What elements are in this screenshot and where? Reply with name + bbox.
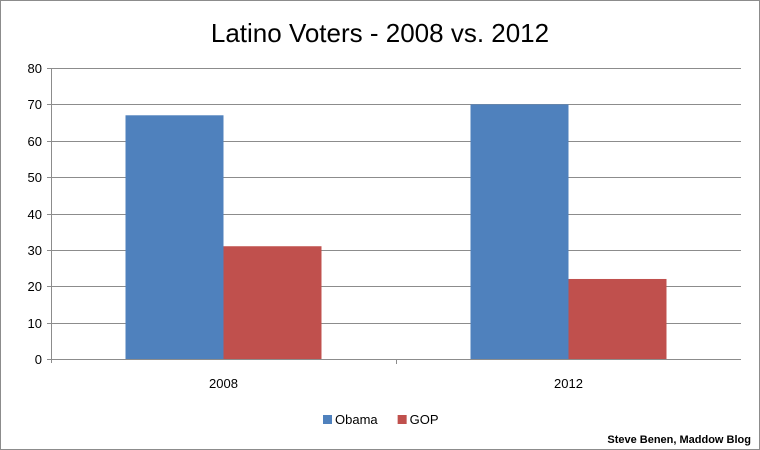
legend-swatch-obama [323, 415, 332, 424]
credit-text: Steve Benen, Maddow Blog [607, 434, 751, 446]
bar-obama-2008 [125, 115, 224, 359]
x-tick-label: 2012 [554, 376, 583, 391]
bar-gop-2008 [223, 246, 322, 359]
y-tick-label: 70 [28, 97, 42, 112]
x-axis-tick-labels: 2008 2012 [209, 376, 583, 391]
legend-swatch-gop [397, 415, 407, 424]
bars [125, 104, 667, 359]
x-tick-label: 2008 [209, 376, 238, 391]
chart-title: Latino Voters - 2008 vs. 2012 [211, 18, 549, 48]
y-tick-label: 20 [28, 279, 42, 294]
legend: Obama GOP [323, 412, 439, 427]
y-tick-label: 30 [28, 243, 42, 258]
bar-gop-2012 [568, 278, 667, 359]
y-tick-label: 80 [28, 61, 42, 76]
y-tick-label: 50 [28, 170, 42, 185]
y-tick-label: 40 [28, 207, 42, 222]
legend-label-obama: Obama [335, 412, 378, 427]
y-tick-label: 0 [35, 352, 42, 367]
y-tick-label: 10 [28, 316, 42, 331]
bar-obama-2012 [470, 104, 569, 359]
y-axis-tick-labels: 0 10 20 30 40 50 60 70 80 [28, 61, 42, 367]
axes [47, 68, 741, 364]
legend-label-gop: GOP [410, 412, 439, 427]
y-tick-label: 60 [28, 134, 42, 149]
